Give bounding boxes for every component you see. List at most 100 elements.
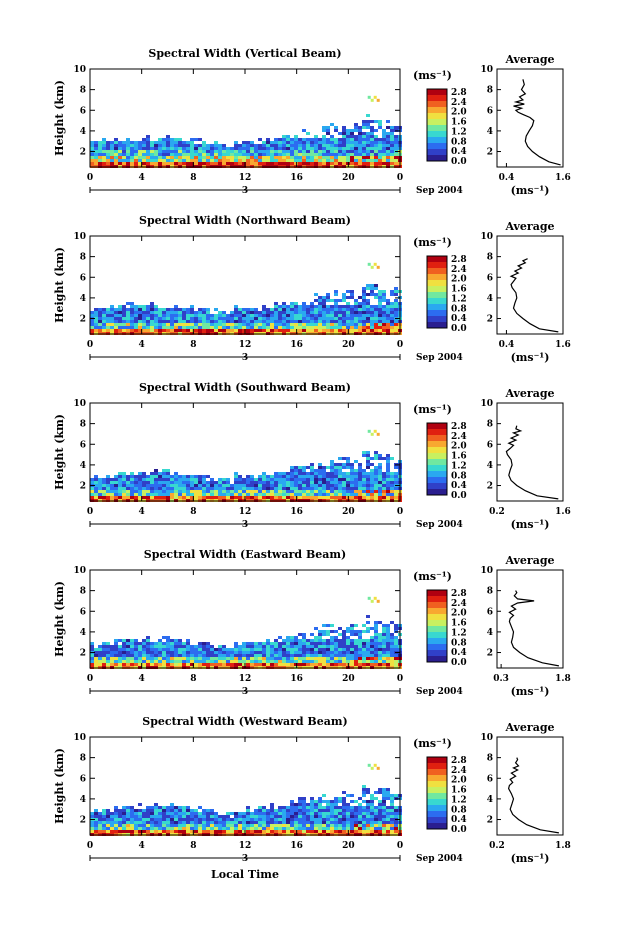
x-tick-label: 20 xyxy=(342,674,355,684)
y-tick-label: 6 xyxy=(80,440,86,450)
x-tick-label: 12 xyxy=(239,173,252,183)
colorbar-tick-label: 2.4 xyxy=(451,599,467,609)
average-y-tick-label: 2 xyxy=(487,482,493,492)
y-tick-label: 2 xyxy=(80,315,86,325)
colorbar-cell xyxy=(427,769,447,776)
colorbar-tick-label: 0.4 xyxy=(451,481,467,491)
average-frame xyxy=(496,68,564,168)
colorbar-tick-label: 1.6 xyxy=(451,452,467,462)
colorbar-tick-label: 0.0 xyxy=(451,491,467,501)
x-tick-label: 4 xyxy=(139,173,145,183)
colorbar-tick-label: 0.4 xyxy=(451,147,467,157)
date-label: Sep 2004 xyxy=(416,854,463,864)
average-x-label: (ms⁻¹) xyxy=(511,518,550,531)
average-profile-line xyxy=(505,425,559,500)
colorbar-cell xyxy=(427,316,447,323)
average-x-tick-label: 0.3 xyxy=(493,674,509,684)
average-y-tick-label: 4 xyxy=(487,795,493,805)
colorbar-cell xyxy=(427,286,447,293)
average-x-tick-label: 1.6 xyxy=(555,507,571,517)
heatmap-cells xyxy=(90,95,402,168)
x-tick-label: 16 xyxy=(290,507,303,517)
colorbar-cell xyxy=(427,817,447,824)
colorbar-cell xyxy=(427,650,447,657)
date-day: 3 xyxy=(242,186,248,196)
colorbar-tick-label: 0.8 xyxy=(451,137,467,147)
panel-title: Spectral Width (Westward Beam) xyxy=(142,715,347,728)
colorbar-cell xyxy=(427,620,447,627)
y-tick-label: 4 xyxy=(80,127,86,137)
colorbar-tick-label: 2.4 xyxy=(451,98,467,108)
panel-1: Spectral Width (Vertical Beam) 2 4 6 8 10 0 4 8 1… xyxy=(53,47,571,197)
average-y-tick-label: 4 xyxy=(487,628,493,638)
panel-5: Spectral Width (Westward Beam) 2 4 6 8 10 0 4 8 1… xyxy=(53,715,571,865)
average-title: Average xyxy=(504,220,554,233)
y-tick-label: 6 xyxy=(80,607,86,617)
colorbar-cell xyxy=(427,793,447,800)
colorbar-tick-label: 1.2 xyxy=(451,461,467,471)
average-y-tick-label: 10 xyxy=(480,232,493,242)
colorbar-cell xyxy=(427,471,447,478)
average-y-tick-label: 6 xyxy=(487,273,493,283)
y-tick-label: 8 xyxy=(80,420,86,430)
colorbar-tick-label: 0.0 xyxy=(451,324,467,334)
colorbar-tick-label: 0.8 xyxy=(451,805,467,815)
colorbar-cell xyxy=(427,811,447,818)
average-y-tick-label: 8 xyxy=(487,253,493,263)
colorbar-tick-label: 2.8 xyxy=(451,422,467,432)
panel-title: Spectral Width (Northward Beam) xyxy=(139,214,351,227)
average-y-tick-label: 6 xyxy=(487,440,493,450)
colorbar-cell xyxy=(427,107,447,114)
average-profile-line xyxy=(507,757,559,834)
x-tick-label: 0 xyxy=(87,173,93,183)
average-y-tick-label: 8 xyxy=(487,86,493,96)
average-y-tick-label: 6 xyxy=(487,607,493,617)
colorbar-cell xyxy=(427,483,447,490)
x-tick-label: 8 xyxy=(190,173,196,183)
y-axis-label: Height (km) xyxy=(53,247,66,323)
average-y-tick-label: 4 xyxy=(487,294,493,304)
colorbar-cell xyxy=(427,298,447,305)
x-tick-label: 12 xyxy=(239,340,252,350)
panel-title: Spectral Width (Southward Beam) xyxy=(139,381,351,394)
average-frame xyxy=(496,736,564,836)
x-tick-label: 12 xyxy=(239,841,252,851)
colorbar-cell xyxy=(427,292,447,299)
average-x-tick-label: 1.6 xyxy=(555,340,571,350)
colorbar-cell xyxy=(427,447,447,454)
x-tick-label: 0 xyxy=(87,674,93,684)
colorbar-tick-label: 2.4 xyxy=(451,432,467,442)
x-tick-label: 8 xyxy=(190,674,196,684)
colorbar-tick-label: 1.2 xyxy=(451,127,467,137)
colorbar-cell xyxy=(427,429,447,436)
colorbar-tick-label: 0.4 xyxy=(451,648,467,658)
y-tick-label: 10 xyxy=(73,566,86,576)
colorbar-cell xyxy=(427,143,447,150)
y-axis-label: Height (km) xyxy=(53,414,66,490)
y-axis-label: Height (km) xyxy=(53,748,66,824)
colorbar-cell xyxy=(427,632,447,639)
colorbar-cell xyxy=(427,280,447,287)
average-y-tick-label: 8 xyxy=(487,587,493,597)
average-title: Average xyxy=(504,387,554,400)
date-day: 3 xyxy=(242,353,248,363)
colorbar-tick-label: 0.4 xyxy=(451,314,467,324)
x-tick-label: 20 xyxy=(342,841,355,851)
y-tick-label: 2 xyxy=(80,816,86,826)
colorbar-cell xyxy=(427,268,447,275)
y-tick-label: 6 xyxy=(80,273,86,283)
date-day: 3 xyxy=(242,520,248,530)
x-tick-label: 0 xyxy=(397,507,403,517)
colorbar-cell xyxy=(427,274,447,281)
x-tick-label: 0 xyxy=(87,841,93,851)
average-y-tick-label: 8 xyxy=(487,420,493,430)
colorbar-cell xyxy=(427,644,447,651)
colorbar-cell xyxy=(427,435,447,442)
x-tick-label: 16 xyxy=(290,841,303,851)
x-tick-label: 0 xyxy=(397,340,403,350)
colorbar-tick-label: 0.0 xyxy=(451,658,467,668)
average-profile-line xyxy=(509,258,559,333)
date-label: Sep 2004 xyxy=(416,687,463,697)
colorbar-cell xyxy=(427,590,447,597)
average-x-label: (ms⁻¹) xyxy=(511,184,550,197)
